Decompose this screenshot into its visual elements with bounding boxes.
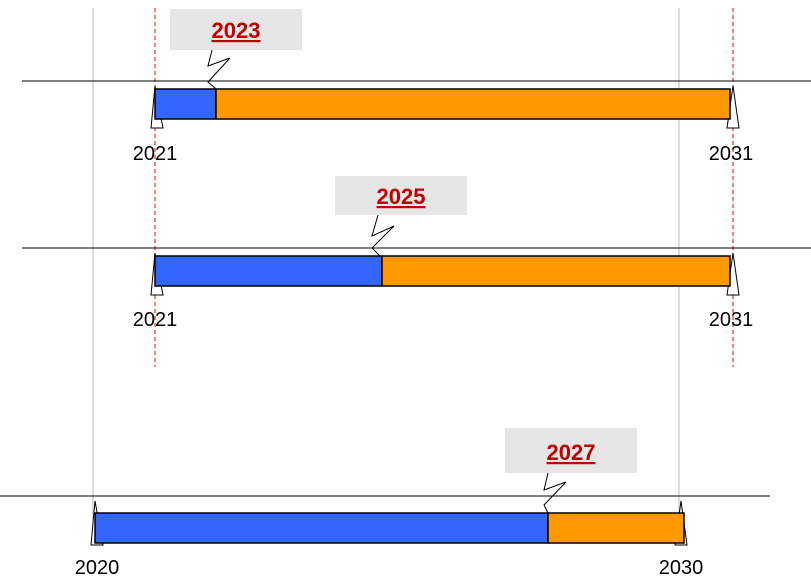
bar-past — [154, 255, 383, 287]
timeline-row: 2023 2021 2031 — [22, 9, 811, 165]
timeline-row: 2027 2020 2030 — [0, 428, 770, 578]
bar-past — [154, 88, 217, 120]
timeline-row: 2025 2021 2031 — [22, 176, 811, 331]
marker-year: 2023 — [212, 18, 261, 43]
marker-year: 2025 — [377, 184, 426, 209]
marker-year: 2027 — [547, 440, 596, 465]
bar-future — [381, 255, 731, 287]
bar-past — [94, 512, 549, 544]
callout-pointer — [207, 49, 231, 90]
start-year: 2021 — [133, 143, 178, 165]
start-year: 2020 — [75, 557, 120, 578]
callout-box — [170, 9, 302, 50]
end-year: 2030 — [659, 557, 704, 578]
callout-pointer — [371, 214, 395, 257]
end-year: 2031 — [709, 143, 754, 165]
bar-future — [215, 88, 731, 120]
end-year: 2031 — [709, 309, 754, 331]
callout-box — [505, 428, 637, 473]
bar-future — [547, 512, 685, 544]
callout-pointer — [543, 472, 567, 514]
start-year: 2021 — [133, 309, 178, 331]
callout-box — [335, 176, 467, 215]
